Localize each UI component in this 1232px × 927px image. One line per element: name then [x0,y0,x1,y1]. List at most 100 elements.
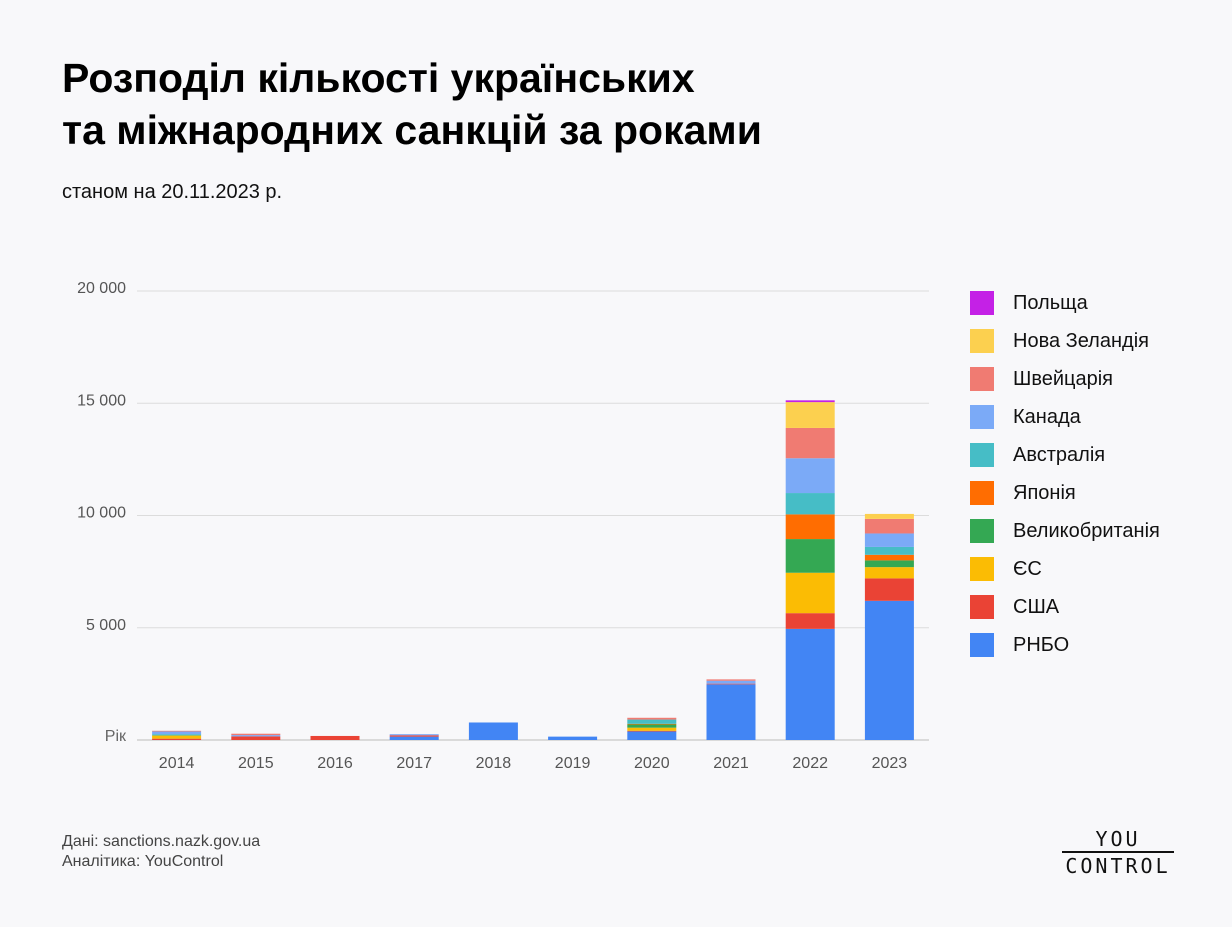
bar-segment [152,730,202,732]
bar-segment [310,735,360,740]
logo-divider [1062,851,1174,853]
x-axis-tick-labels: 2014 2015 2016 2017 2018 2019 2020 2021 2022 2023 [159,755,907,772]
bar-segment [785,572,835,614]
bar-segment [468,722,518,740]
chart-subtitle: станом на 20.11.2023 р. [62,181,283,203]
bar-segment [785,458,835,494]
legend-item: Японія [970,474,1160,512]
bar-segment [785,402,835,428]
bar-segment [627,719,677,724]
x-tick-label: 2019 [555,755,591,772]
data-source-line: Дані: sanctions.nazk.gov.ua [62,833,261,850]
y-tick-label: 5 000 [86,617,126,634]
bar-segment [389,736,439,740]
bar-segment [627,727,677,731]
legend-label: РНБО [1013,633,1070,656]
bar-segment [152,731,202,735]
bar-segment [152,734,202,736]
x-tick-label: 2015 [238,755,274,772]
bar-segment [785,514,835,540]
x-tick-label: 2020 [634,755,670,772]
chart-title-line-2: та міжнародних санкцій за роками [62,107,762,153]
bar-segment [627,724,677,728]
x-tick-label: 2014 [159,755,195,772]
bar-segment [785,400,835,403]
y-axis-tick-labels: 5 000 10 000 15 000 20 000 [77,280,126,634]
bar-segment [152,738,202,740]
bar-segment [785,613,835,629]
bar-segment [864,554,914,561]
legend-label: Нова Зеландія [1013,329,1149,352]
legend-label: Австралія [1013,443,1106,466]
bar-segment [864,546,914,555]
legend-item: Польща [970,284,1160,322]
bar-segment [152,735,202,739]
bar-segment [785,493,835,515]
x-tick-label: 2021 [713,755,749,772]
data-source: Дані: sanctions.nazk.gov.ua Аналітика: Y… [62,832,260,872]
bars [152,400,914,740]
bar-segment [389,734,439,736]
x-tick-label: 2018 [476,755,512,772]
legend-item: Швейцарія [970,360,1160,398]
bar-segment [864,600,914,740]
legend-swatch [970,443,994,467]
legend-swatch [970,367,994,391]
bar-segment [864,578,914,601]
bar-segment [548,736,598,740]
x-tick-label: 2016 [317,755,353,772]
legend-item: Канада [970,398,1160,436]
bar-segment [706,683,756,685]
legend-swatch [970,481,994,505]
bar-segment [231,733,281,736]
legend-label: Канада [1013,405,1081,428]
chart-title-line-1: Розподіл кількості українських [62,55,695,101]
legend-item: ЄС [970,550,1160,588]
x-tick-label: 2023 [872,755,908,772]
bar-segment [706,684,756,740]
y-tick-label: 10 000 [77,505,126,522]
legend-item: РНБО [970,626,1160,664]
chart-legend: Польща Нова Зеландія Швейцарія Канада Австра… [970,284,1160,664]
legend-label: США [1013,595,1060,618]
legend-label: Японія [1013,481,1076,504]
legend-item: Австралія [970,436,1160,474]
bar-segment [627,731,677,740]
legend-swatch [970,633,994,657]
legend-label: Великобританія [1013,519,1160,542]
y-tick-label: 20 000 [77,280,126,297]
legend-swatch [970,405,994,429]
legend-item: Нова Зеландія [970,322,1160,360]
legend-swatch [970,291,994,315]
bar-segment [864,518,914,534]
legend-swatch [970,329,994,353]
analytics-line: Аналітика: YouControl [62,853,224,870]
youcontrol-logo: YOU CONTROL [1062,828,1174,877]
legend-swatch [970,557,994,581]
bar-segment [864,513,914,519]
x-tick-label: 2022 [792,755,828,772]
bar-segment [864,533,914,547]
bar-segment [627,717,677,720]
legend-label: Швейцарія [1013,367,1113,390]
x-tick-label: 2017 [396,755,432,772]
bar-segment [627,730,677,732]
bar-segment [231,736,281,740]
bar-segment [627,723,677,725]
legend-label: Польща [1013,291,1088,314]
bar-segment [231,735,281,737]
legend-label: ЄС [1013,557,1042,580]
bar-segment [389,735,439,737]
logo-text-top: YOU [1095,827,1141,851]
chart-title: Розподіл кількості українських та міжнар… [62,52,962,156]
legend-item: США [970,588,1160,626]
bar-segment [785,628,835,740]
bar-segment [864,560,914,568]
legend-item: Великобританія [970,512,1160,550]
bar-segment [706,679,756,681]
bar-segment [785,427,835,459]
x-axis-label: Рік [105,728,127,745]
logo-text-bottom: CONTROL [1065,854,1171,878]
y-tick-label: 15 000 [77,392,126,409]
